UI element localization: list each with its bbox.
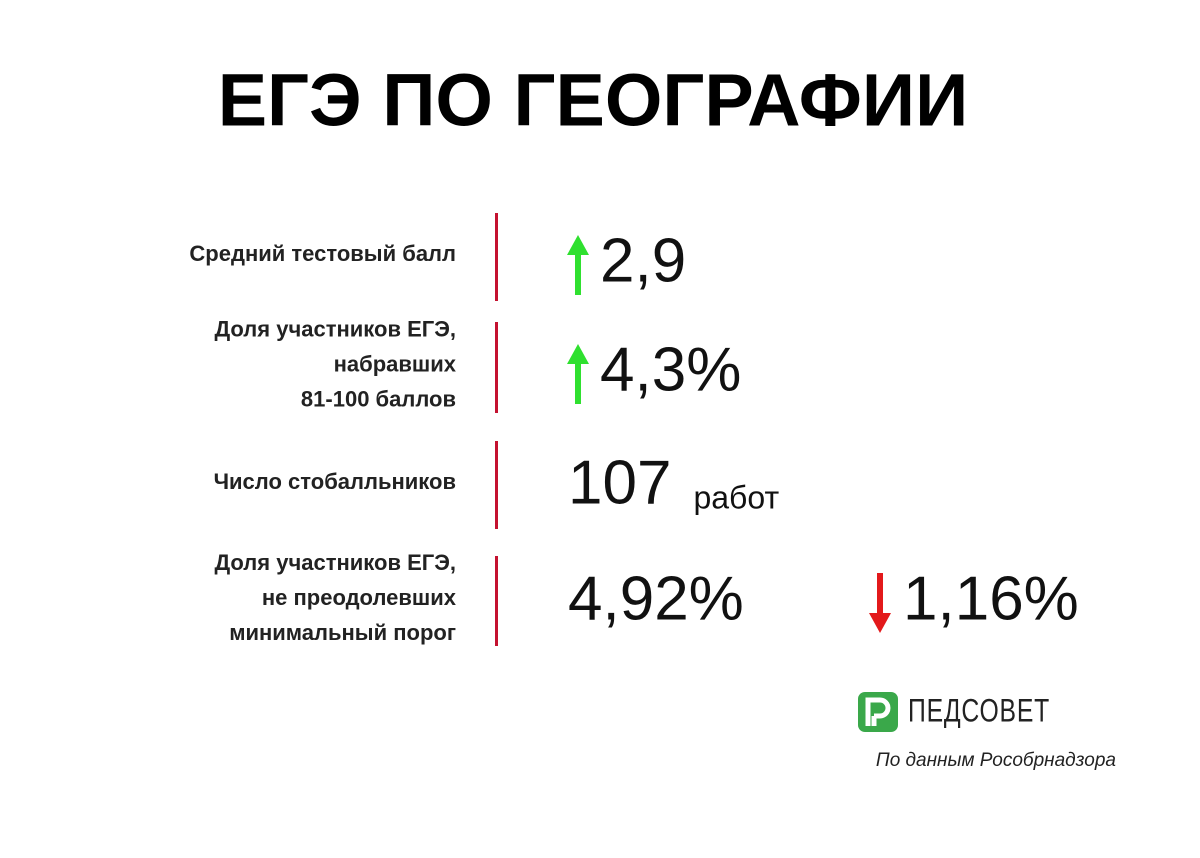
trend-arrow-shaft — [877, 573, 883, 615]
divider — [495, 322, 498, 413]
row-change: 1,16% — [903, 564, 1079, 633]
row-label: 81-100 баллов — [301, 386, 456, 411]
trend-arrow-shaft — [575, 362, 581, 404]
row-label: Доля участников ЕГЭ, — [214, 316, 456, 341]
trend-arrow-head — [567, 344, 589, 364]
divider — [495, 441, 498, 529]
row-value: 107 — [568, 448, 671, 517]
brand-logo: ПЕДСОВЕТ — [858, 692, 1050, 732]
title: ЕГЭ ПО ГЕОГРАФИИ — [218, 59, 969, 142]
row-value: 4,92% — [568, 564, 744, 633]
row-label: не преодолевших — [262, 585, 457, 610]
source-note: По данным Рособрнадзора — [876, 750, 1116, 771]
brand-name: ПЕДСОВЕТ — [908, 692, 1050, 728]
row-value: 2,9 — [600, 226, 686, 295]
row-unit: работ — [693, 479, 779, 515]
row-label: Число стобалльников — [214, 469, 456, 494]
row-value: 4,3% — [600, 335, 741, 404]
divider — [495, 213, 498, 301]
row-label: набравших — [334, 351, 457, 376]
trend-arrow-head — [869, 613, 891, 633]
trend-arrow-head — [567, 235, 589, 255]
row-label: Доля участников ЕГЭ, — [214, 550, 456, 575]
trend-arrow-shaft — [575, 253, 581, 295]
logo-glyph — [865, 697, 891, 726]
row-label: Средний тестовый балл — [189, 241, 456, 266]
divider — [495, 556, 498, 646]
row-label: минимальный порог — [229, 620, 456, 645]
